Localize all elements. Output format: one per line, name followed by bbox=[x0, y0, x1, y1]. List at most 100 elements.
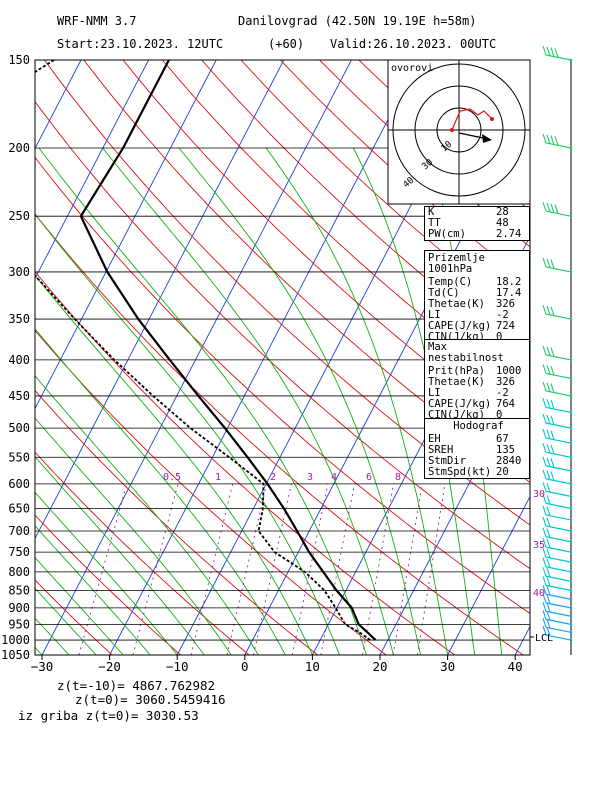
wind-barb-flag bbox=[550, 430, 555, 440]
wind-barb-flag bbox=[546, 258, 551, 268]
wind-barb-flag bbox=[542, 469, 547, 480]
panel-row: LI -2 bbox=[425, 310, 529, 321]
panel-row: Td(C) 17.4 bbox=[425, 288, 529, 299]
wind-dot bbox=[569, 317, 573, 321]
wind-barb bbox=[545, 525, 572, 532]
indices-panel: K 28 TT 48 PW(cm) 2.74 bbox=[424, 206, 530, 241]
panel-row: PW(cm) 2.74 bbox=[425, 229, 529, 240]
wind-barb-flag bbox=[542, 398, 547, 408]
wind-barb-flag bbox=[550, 47, 555, 57]
wind-barb-flag bbox=[542, 593, 547, 604]
mixing-ratio-label: 6 bbox=[366, 472, 372, 483]
wind-barb-flag bbox=[546, 517, 551, 527]
wind-barb bbox=[545, 210, 572, 217]
pressure-tick-label: 1000 bbox=[1, 633, 30, 647]
dry-adiabat-line bbox=[556, 60, 600, 655]
mixing-ratio-label: 8 bbox=[395, 472, 401, 483]
wind-barb-flag bbox=[546, 482, 551, 493]
mixing-ratio-line bbox=[320, 483, 356, 655]
panel-row: StmDir 2840 bbox=[425, 456, 529, 467]
wind-barb-flag bbox=[542, 494, 547, 504]
wind-barb-flag bbox=[542, 516, 547, 527]
pressure-tick-label: 900 bbox=[8, 601, 30, 615]
wind-dot bbox=[569, 441, 573, 445]
wind-dot bbox=[569, 146, 573, 150]
wind-dot bbox=[569, 270, 573, 274]
panel-key: PW(cm) bbox=[428, 228, 466, 240]
temp-tick-label: 40 bbox=[508, 659, 523, 674]
moist-adiabat-line bbox=[102, 147, 394, 655]
panel-value: 17.4 bbox=[496, 287, 522, 299]
wind-dot bbox=[569, 529, 573, 533]
panel-value: 20 bbox=[496, 466, 509, 478]
wind-barb-flag bbox=[554, 48, 559, 58]
wind-barb bbox=[545, 490, 572, 497]
wind-barb-flag bbox=[542, 45, 547, 56]
surface-panel: Prizemlje 1001hPa Temp(C) 18.2 Td(C) 17.4 The… bbox=[424, 250, 530, 344]
wind-barb-flag bbox=[550, 415, 555, 425]
pressure-tick-label: 950 bbox=[8, 617, 30, 631]
wind-barb-flag bbox=[546, 611, 551, 621]
panel-value: 28 bbox=[496, 206, 509, 218]
wind-barb-flag bbox=[546, 414, 551, 425]
wind-barb-flag bbox=[542, 505, 547, 516]
mixing-ratio-line bbox=[417, 483, 446, 655]
pressure-tick-label: 400 bbox=[8, 353, 30, 367]
isotherm-line bbox=[35, 60, 217, 410]
panel-key: Td(C) bbox=[428, 287, 460, 299]
panel-row: LI -2 bbox=[425, 388, 529, 399]
wind-barb-flag bbox=[542, 585, 547, 595]
wind-barb-flag bbox=[542, 567, 547, 577]
wind-barb-flag bbox=[542, 527, 547, 537]
wind-barb-flag bbox=[546, 548, 551, 559]
wind-barb-flag bbox=[542, 456, 547, 467]
panel-row: Temp(C) 18.2 bbox=[425, 277, 529, 288]
panel-key: Thetae(K) bbox=[428, 376, 485, 388]
panel-title: Max nestabilnost bbox=[428, 341, 504, 364]
mixing-ratio-label: 1 bbox=[215, 472, 221, 483]
wind-barb bbox=[545, 610, 572, 617]
wind-barb-flag bbox=[546, 382, 551, 392]
mixing-ratio-line bbox=[291, 483, 329, 655]
panel-key: LI bbox=[428, 387, 441, 399]
storm-motion-arrowhead bbox=[482, 134, 492, 143]
wind-barb bbox=[545, 556, 572, 563]
panel-row: CIN(J/kg) 0 bbox=[425, 410, 529, 421]
panel-value: 18.2 bbox=[496, 276, 522, 288]
max-instability-panel: Max nestabilnost Prit(hPa) 1000 Thetae(K) 32… bbox=[424, 339, 530, 422]
wind-barb-flag bbox=[542, 547, 547, 558]
moist-adiabat-line bbox=[35, 328, 286, 655]
wind-dot bbox=[569, 606, 573, 610]
dry-adiabat-line bbox=[35, 389, 318, 655]
pressure-tick-label: 850 bbox=[8, 583, 30, 597]
wind-barb bbox=[545, 593, 572, 600]
panel-value: 326 bbox=[496, 298, 515, 310]
wind-barb bbox=[545, 54, 572, 61]
isotherm-line bbox=[379, 365, 530, 655]
lead-time: (+60) bbox=[268, 37, 305, 51]
moist-adiabat-line bbox=[38, 147, 367, 655]
temp-tick-label: 30 bbox=[440, 659, 455, 674]
mixing-ratio-line bbox=[226, 483, 267, 655]
wind-barb-flag bbox=[546, 457, 551, 467]
panel-key: SREH bbox=[428, 444, 454, 456]
panel-key: TT bbox=[428, 217, 441, 229]
wind-barb bbox=[545, 602, 572, 609]
wind-dot bbox=[569, 518, 573, 522]
wind-barb bbox=[545, 266, 572, 273]
station-name: Danilovgrad (42.50N 19.19E h=58m) bbox=[238, 14, 477, 28]
wind-dot bbox=[569, 560, 573, 564]
panel-key: EH bbox=[428, 433, 441, 445]
valid-time: Valid:26.10.2023. 00UTC bbox=[330, 37, 497, 51]
wind-barb bbox=[545, 584, 572, 591]
moist-adiabat-line bbox=[35, 525, 151, 655]
wind-speed-label: 35 bbox=[533, 540, 545, 551]
pressure-tick-label: 550 bbox=[8, 450, 30, 464]
wind-barb-flag bbox=[550, 203, 555, 213]
wind-barb bbox=[545, 502, 572, 509]
wind-barb-flag bbox=[542, 443, 547, 453]
panel-row: Prit(hPa) 1000 bbox=[425, 366, 529, 377]
panel-key: StmSpd(kt) bbox=[428, 466, 492, 478]
wind-dot bbox=[569, 540, 573, 544]
